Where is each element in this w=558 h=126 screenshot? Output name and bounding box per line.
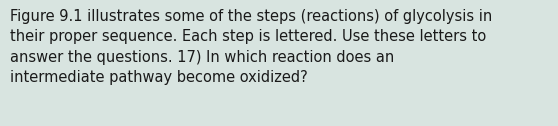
Text: Figure 9.1 illustrates some of the steps (reactions) of glycolysis in
their prop: Figure 9.1 illustrates some of the steps… bbox=[10, 9, 492, 85]
